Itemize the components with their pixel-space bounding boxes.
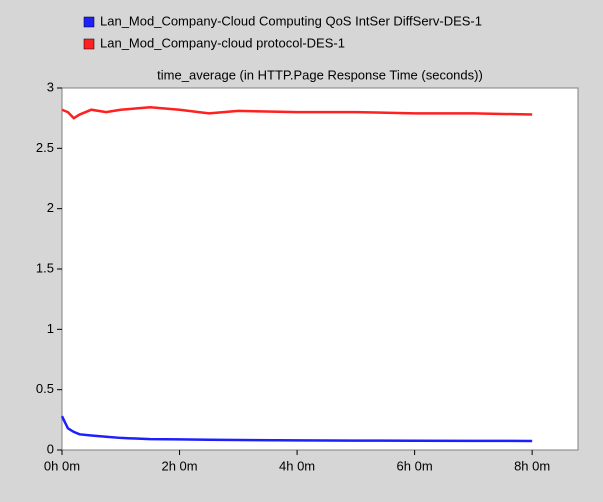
- legend-label: Lan_Mod_Company-Cloud Computing QoS IntS…: [100, 13, 482, 28]
- y-tick-label: 2: [47, 200, 54, 215]
- series-line: [61, 106, 533, 120]
- chart-title: time_average (in HTTP.Page Response Time…: [157, 67, 483, 82]
- legend-label: Lan_Mod_Company-cloud protocol-DES-1: [100, 35, 345, 50]
- plot-area: [61, 87, 579, 451]
- y-tick-label: 3: [47, 79, 54, 94]
- x-tick-label: 6h 0m: [397, 458, 433, 473]
- x-tick-label: 8h 0m: [514, 458, 550, 473]
- y-tick-label: 2.5: [36, 140, 54, 155]
- x-tick-label: 2h 0m: [161, 458, 197, 473]
- x-tick-label: 4h 0m: [279, 458, 315, 473]
- legend-swatch: [83, 16, 95, 28]
- legend-swatch: [83, 38, 95, 50]
- y-tick-label: 0.5: [36, 381, 54, 396]
- y-tick-label: 0: [47, 441, 54, 456]
- y-tick-label: 1.5: [36, 260, 54, 275]
- series-line: [60, 415, 533, 443]
- x-tick-label: 0h 0m: [44, 458, 80, 473]
- y-tick-label: 1: [47, 321, 54, 336]
